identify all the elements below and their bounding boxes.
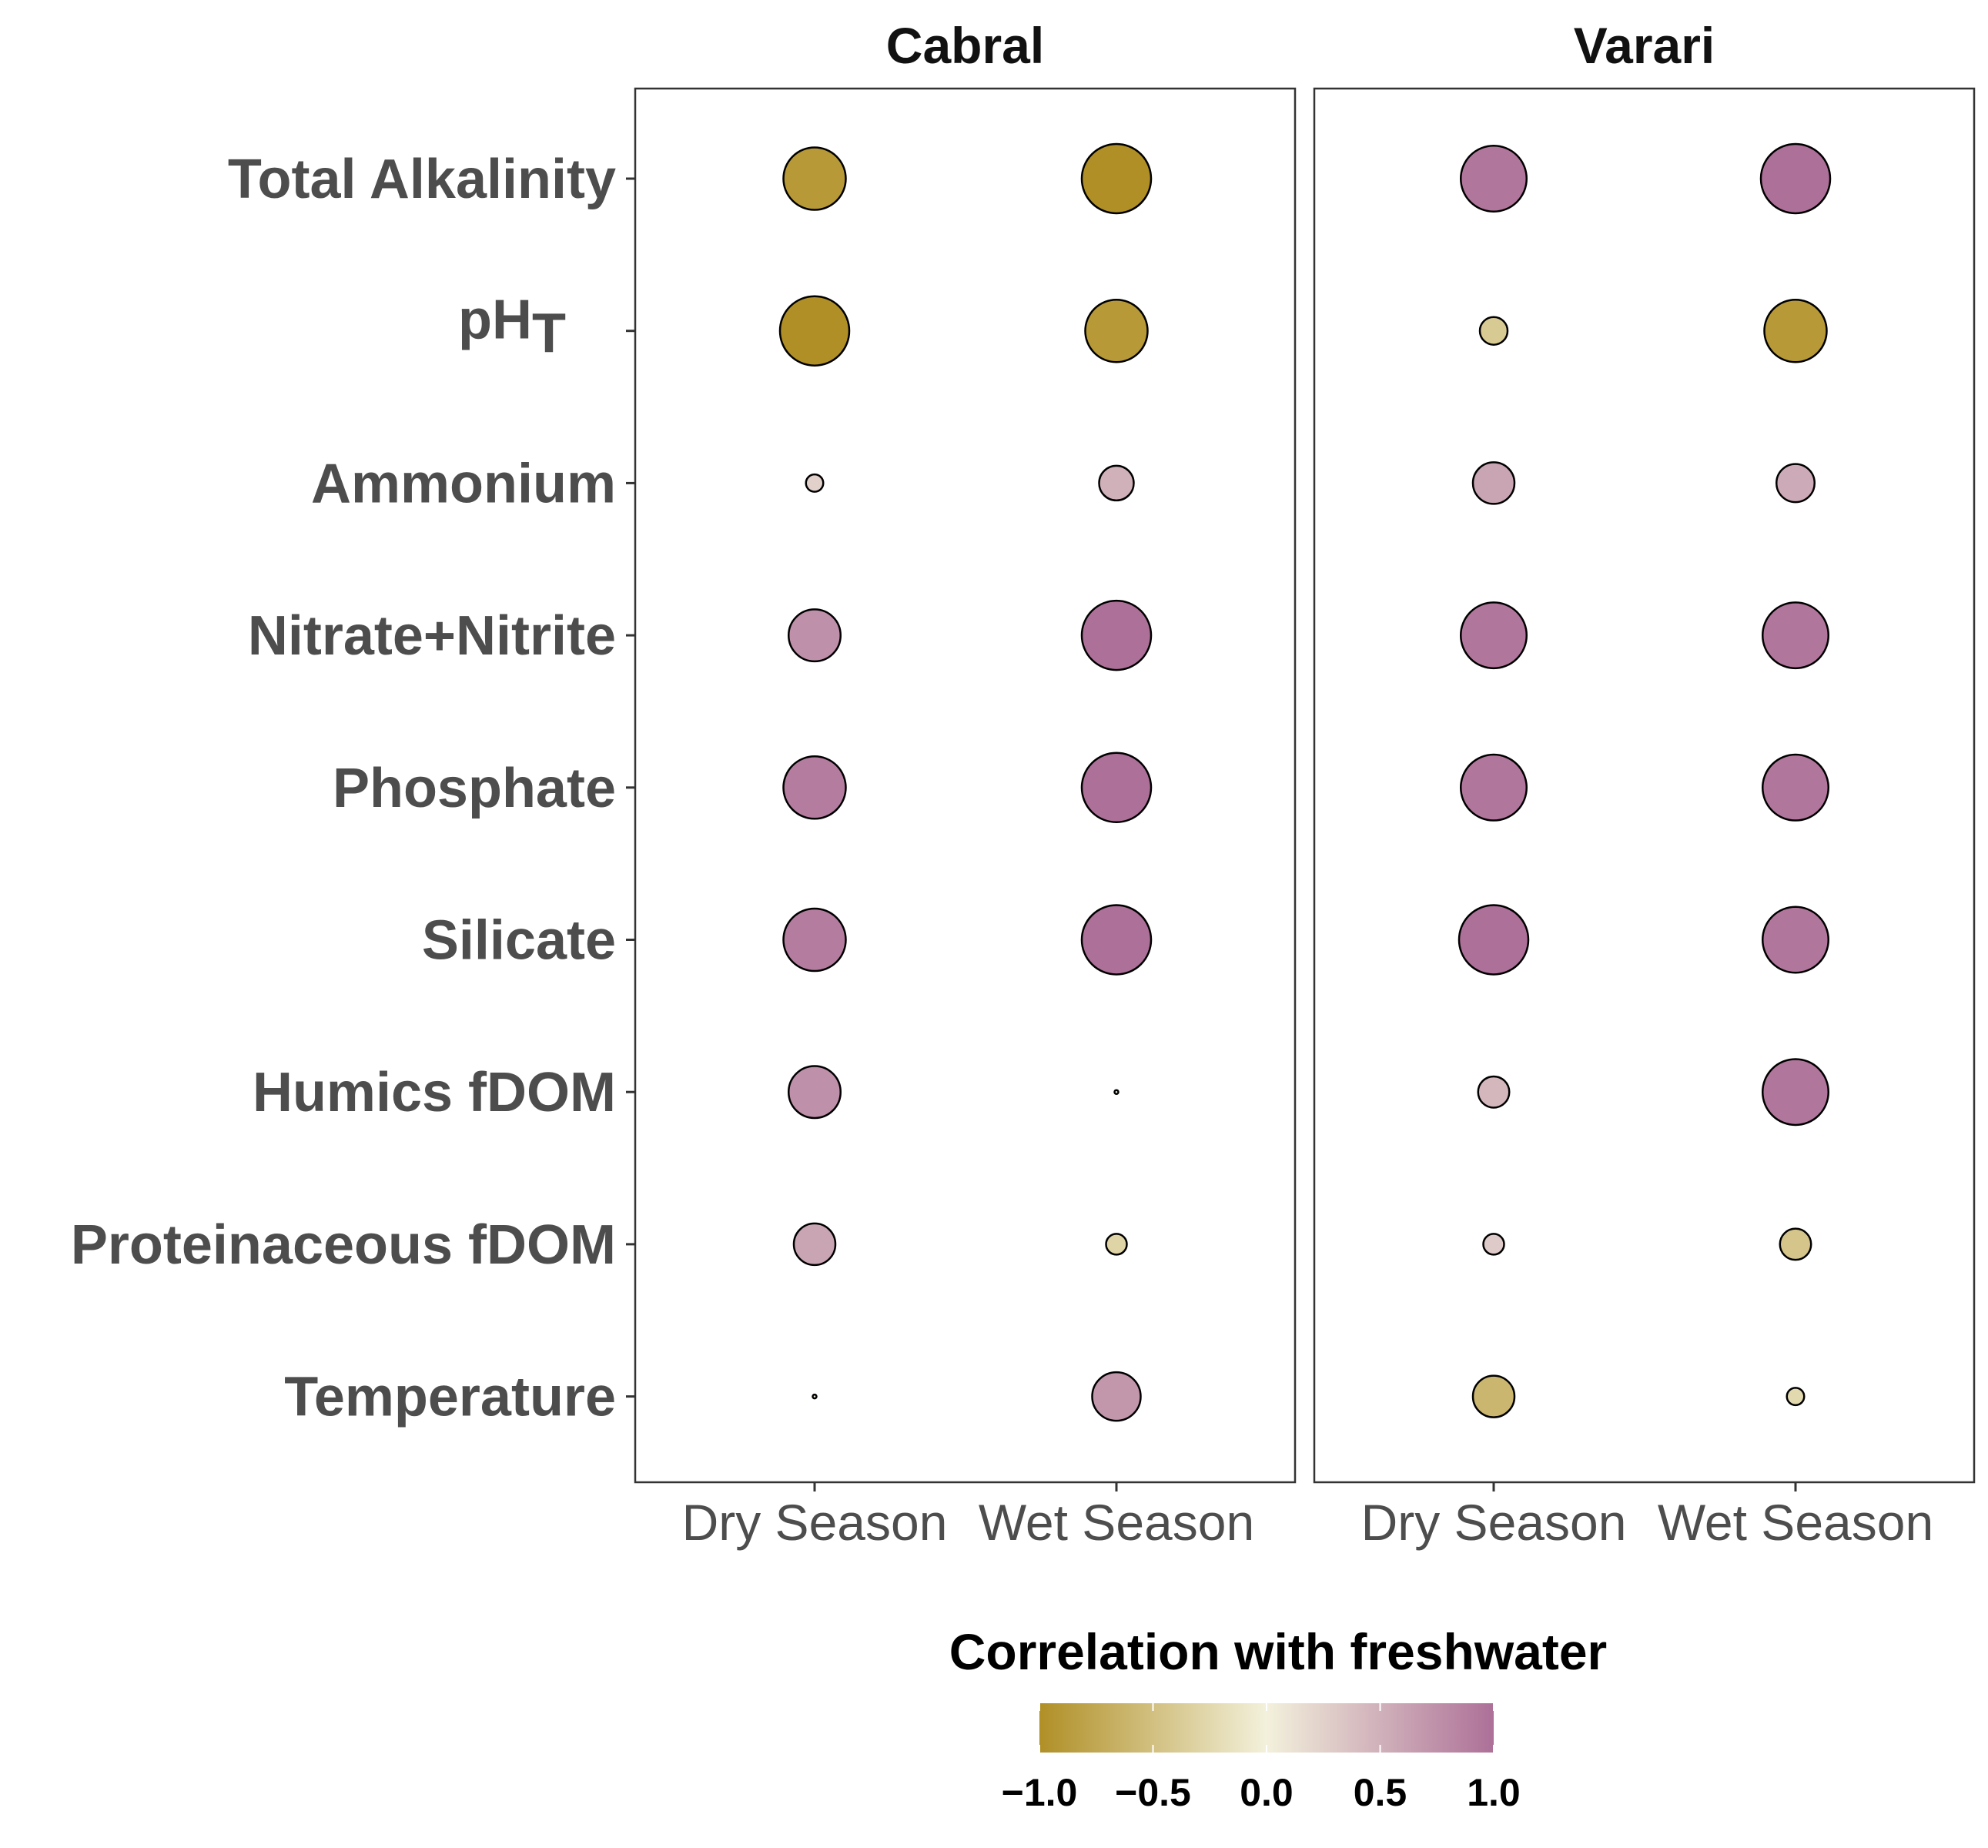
bubble-cabral-wet-season-silicate [1080, 904, 1153, 976]
legend-tick-label: 0.0 [1240, 1771, 1294, 1814]
bubble-varari-dry-season-phosphate [1460, 753, 1528, 822]
y-label-ammonium: Ammonium [311, 453, 616, 514]
bubble-cabral-wet-season-ph-t [1084, 298, 1149, 363]
legend-tick-label: −0.5 [1115, 1771, 1191, 1814]
bubble-cabral-wet-season-humics-fdom [1113, 1089, 1120, 1095]
bubble-cabral-wet-season-total-alkalinity [1080, 142, 1153, 215]
facet-varari: Varari Dry Season Wet Season [1313, 17, 1976, 1551]
bubble-varari-wet-season-nitrate-nitrite [1762, 601, 1829, 670]
bubble-cabral-wet-season-phosphate [1080, 752, 1153, 824]
bubble-varari-wet-season-phosphate [1762, 753, 1829, 822]
bubble-cabral-dry-season-nitrate-nitrite [788, 608, 842, 663]
x-label-cabral-dry-season: Dry Season [682, 1494, 948, 1551]
y-label-humics-fdom: Humics fDOM [253, 1062, 616, 1123]
bubble-varari-wet-season-total-alkalinity [1759, 142, 1832, 215]
bubble-varari-wet-season-temperature [1786, 1387, 1806, 1407]
y-label-total-alkalinity: Total Alkalinity [228, 149, 616, 210]
legend: Correlation with freshwater −1.0 −0.5 0.0 0… [949, 1623, 1608, 1814]
y-label-phosphate: Phosphate [333, 758, 616, 819]
y-label-temperature: Temperature [284, 1367, 616, 1428]
legend-tick-label: 1.0 [1467, 1771, 1521, 1814]
bubble-cabral-wet-season-ammonium [1098, 464, 1135, 502]
x-label-cabral-wet-season: Wet Season [979, 1494, 1254, 1551]
bubble-varari-dry-season-total-alkalinity [1460, 145, 1528, 213]
bubble-cabral-dry-season-proteinaceous-fdom [792, 1222, 837, 1267]
facet-panels: Cabral Dry Season Wet Season Varari Dry Seas… [634, 17, 1976, 1551]
bubble-cabral-wet-season-proteinaceous-fdom [1105, 1233, 1128, 1256]
y-label-nitrate-nitrite: Nitrate+Nitrite [248, 605, 616, 667]
bubble-varari-dry-season-humics-fdom [1477, 1075, 1511, 1109]
bubble-varari-dry-season-ph-t [1478, 316, 1509, 346]
bubble-varari-wet-season-proteinaceous-fdom [1779, 1227, 1812, 1261]
y-axis-labels: Total Alkalinity pHT Ammonium Nitrate+Nitri… [71, 149, 635, 1428]
bubble-varari-wet-season-ammonium [1775, 463, 1816, 504]
facet-title-varari: Varari [1574, 17, 1715, 74]
bubble-varari-dry-season-proteinaceous-fdom [1482, 1233, 1505, 1256]
legend-tick-label: −1.0 [1002, 1771, 1078, 1814]
bubble-varari-wet-season-humics-fdom [1762, 1058, 1829, 1127]
legend-tick-label: 0.5 [1354, 1771, 1407, 1814]
bubble-cabral-dry-season-humics-fdom [788, 1065, 842, 1120]
bubble-cabral-dry-season-silicate [782, 907, 847, 973]
bubble-cabral-dry-season-ph-t [778, 295, 851, 367]
bubble-cabral-dry-season-total-alkalinity [782, 146, 847, 211]
bubble-cabral-dry-season-ammonium [805, 473, 825, 493]
legend-ticks: −1.0 −0.5 0.0 0.5 1.0 [1002, 1703, 1521, 1814]
bubble-varari-wet-season-silicate [1762, 906, 1829, 974]
bubble-cabral-wet-season-temperature [1091, 1371, 1142, 1422]
legend-title: Correlation with freshwater [949, 1623, 1608, 1680]
bubble-varari-dry-season-temperature [1471, 1374, 1516, 1418]
legend-colorbar [1039, 1703, 1494, 1753]
bubble-cabral-dry-season-phosphate [782, 755, 847, 820]
x-label-varari-dry-season: Dry Season [1361, 1494, 1627, 1551]
y-label-silicate: Silicate [422, 910, 616, 972]
panel-frame-varari [1313, 87, 1976, 1484]
bubble-varari-dry-season-nitrate-nitrite [1460, 601, 1528, 670]
bubble-varari-wet-season-ph-t [1763, 298, 1828, 363]
facet-title-cabral: Cabral [886, 17, 1044, 74]
x-label-varari-wet-season: Wet Season [1658, 1494, 1933, 1551]
y-label-proteinaceous-fdom: Proteinaceous fDOM [71, 1214, 616, 1276]
panel-frame-cabral [634, 87, 1297, 1484]
bubble-cabral-dry-season-temperature [812, 1393, 818, 1400]
bubble-varari-dry-season-ammonium [1471, 461, 1516, 505]
y-label-ph-t: pHT [458, 290, 566, 365]
facet-cabral: Cabral Dry Season Wet Season [634, 17, 1297, 1551]
bubble-varari-dry-season-silicate [1458, 904, 1530, 976]
bubble-cabral-wet-season-nitrate-nitrite [1080, 599, 1153, 671]
